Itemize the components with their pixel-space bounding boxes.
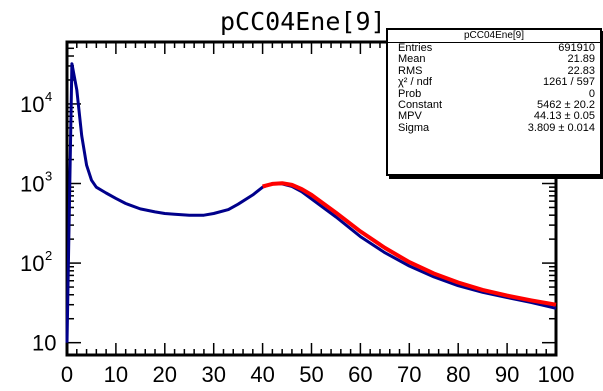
x-tick-label: 30 — [201, 362, 225, 387]
stats-value: 3.809 ± 0.014 — [528, 123, 595, 134]
x-tick-label: 10 — [104, 362, 128, 387]
y-tick-exponent: 2 — [45, 248, 52, 263]
stats-label: χ² / ndf — [398, 77, 432, 88]
x-tick-label: 50 — [299, 362, 323, 387]
x-tick-label: 0 — [61, 362, 73, 387]
x-tick-label: 70 — [397, 362, 421, 387]
y-tick-label: 10 — [20, 92, 44, 117]
stats-row: χ² / ndf 1261 / 597 — [388, 77, 600, 88]
y-tick-exponent: 4 — [45, 89, 52, 104]
stats-rows: Entries 691910 Mean 21.89 RMS 22.83 χ² / ndf 12… — [388, 43, 600, 134]
x-tick-labels: 0 10 20 30 40 50 60 70 80 90 100 — [61, 362, 574, 387]
stats-row: Sigma 3.809 ± 0.014 — [388, 123, 600, 134]
y-tick-label: 10 — [20, 172, 44, 197]
stats-value: 1261 / 597 — [543, 77, 595, 88]
y-tick-label: 10 — [20, 251, 44, 276]
x-tick-label: 60 — [348, 362, 372, 387]
x-tick-label: 100 — [538, 362, 575, 387]
fit-curve — [263, 183, 556, 305]
stats-label: Sigma — [398, 123, 429, 134]
x-tick-label: 40 — [250, 362, 274, 387]
stats-box: pCC04Ene[9] Entries 691910 Mean 21.89 RMS 22.… — [386, 28, 602, 176]
x-tick-label: 20 — [153, 362, 177, 387]
y-tick-exponent: 3 — [45, 169, 52, 184]
y-tick-label: 10 — [32, 331, 56, 356]
chart-title: pCC04Ene[9] — [220, 7, 386, 36]
x-tick-label: 90 — [495, 362, 519, 387]
x-tick-label: 80 — [446, 362, 470, 387]
